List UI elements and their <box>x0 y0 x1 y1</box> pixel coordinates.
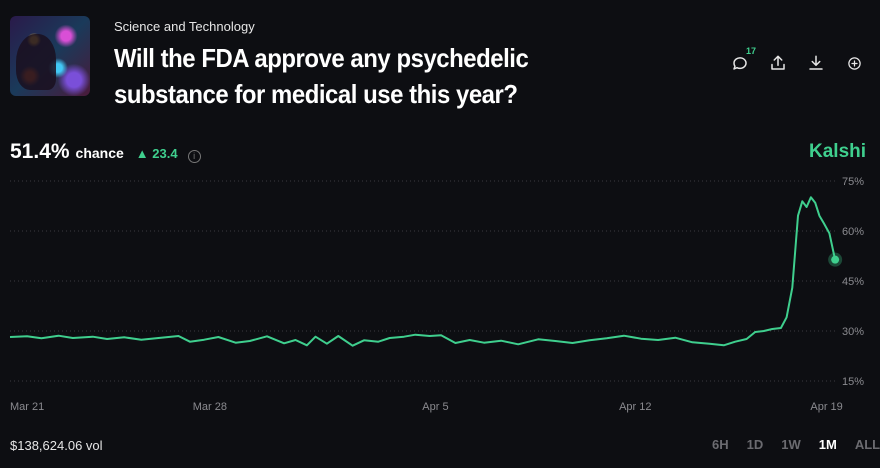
x-tick-label: Apr 19 <box>810 401 842 413</box>
action-bar: 17 <box>730 46 864 74</box>
x-tick-label: Apr 12 <box>619 401 651 413</box>
download-button[interactable] <box>806 52 826 74</box>
kalshi-logo[interactable]: Kalshi <box>809 141 867 162</box>
y-tick-label: 45% <box>842 276 864 288</box>
volume-label: $138,624.06 vol <box>10 438 103 453</box>
comments-count: 17 <box>745 46 756 56</box>
share-icon <box>771 55 785 70</box>
comment-icon <box>733 57 747 70</box>
y-tick-label: 75% <box>842 176 864 188</box>
x-tick-label: Mar 21 <box>10 401 44 413</box>
y-tick-label: 15% <box>842 376 864 388</box>
series-line <box>9 196 837 347</box>
chance-label: chance <box>75 145 124 161</box>
range-1w[interactable]: 1W <box>781 437 801 452</box>
comments-button[interactable]: 17 <box>730 46 756 74</box>
download-icon <box>809 55 823 70</box>
change-value: ▲ 23.4 <box>135 146 178 161</box>
y-tick-label: 30% <box>842 326 864 338</box>
market-title: Will the FDA approve any psychedelic sub… <box>114 43 529 109</box>
category-label[interactable]: Science and Technology <box>114 19 255 34</box>
range-1d[interactable]: 1D <box>746 437 764 452</box>
price-chart[interactable]: 75% 60% 45% 30% 15% Mar 21 Mar 28 Apr 5 Apr 12 Ap… <box>0 170 880 420</box>
range-all[interactable]: ALL <box>854 437 880 452</box>
current-point <box>831 255 840 264</box>
range-selector: 6H 1D 1W 1M ALL <box>712 437 880 452</box>
add-button[interactable] <box>844 52 864 74</box>
x-tick-label: Apr 5 <box>422 401 448 413</box>
range-1m[interactable]: 1M <box>818 437 837 452</box>
y-tick-label: 60% <box>842 226 864 238</box>
add-circle-icon <box>847 56 861 70</box>
info-icon[interactable]: i <box>187 149 201 163</box>
market-thumbnail <box>10 16 90 96</box>
range-6h[interactable]: 6H <box>712 437 729 452</box>
share-button[interactable] <box>768 52 788 74</box>
probability-stat: 51.4% chance ▲ 23.4 i <box>10 140 201 164</box>
x-tick-label: Mar 28 <box>193 401 227 413</box>
probability-value: 51.4% <box>10 140 70 163</box>
